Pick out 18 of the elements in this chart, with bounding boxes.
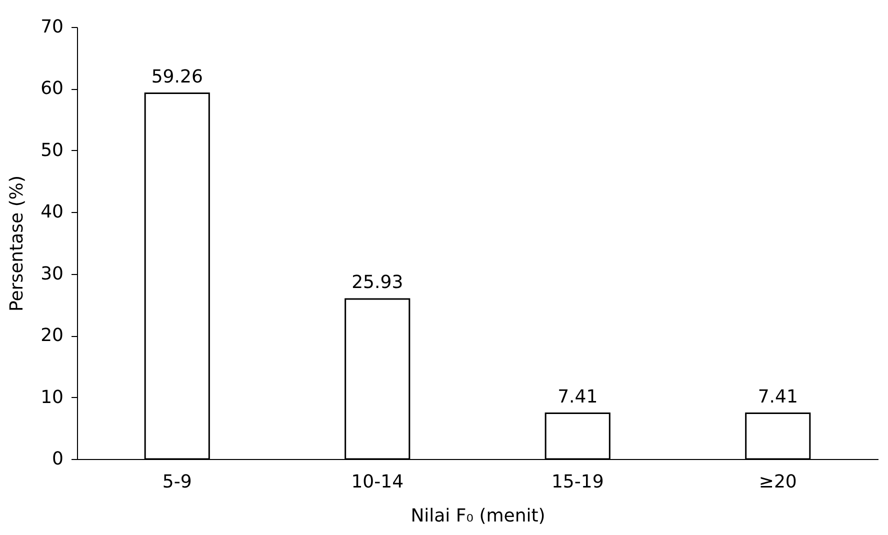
data-label: 59.26: [151, 66, 203, 88]
x-tick-label: 15-19: [551, 472, 604, 492]
y-tick-label: 70: [40, 16, 64, 38]
y-tick-label: 30: [40, 263, 64, 284]
y-tick-label: 20: [40, 325, 64, 346]
x-axis-title: Nilai F₀ (menit): [410, 506, 546, 526]
y-axis-title: Persentase (%): [6, 176, 28, 312]
y-tick-label: 50: [40, 140, 64, 161]
data-label: 25.93: [352, 272, 404, 293]
x-tick-label: 10-14: [351, 472, 404, 492]
data-label: 7.41: [758, 386, 798, 408]
y-tick-label: 60: [40, 78, 64, 100]
y-tick-label: 40: [40, 202, 64, 223]
x-tick-label: ≥20: [758, 472, 797, 492]
x-tick-label: 5-9: [162, 472, 192, 492]
y-tick-label: 0: [52, 448, 64, 470]
data-label: 7.41: [558, 386, 598, 408]
y-tick-label: 10: [40, 386, 64, 408]
